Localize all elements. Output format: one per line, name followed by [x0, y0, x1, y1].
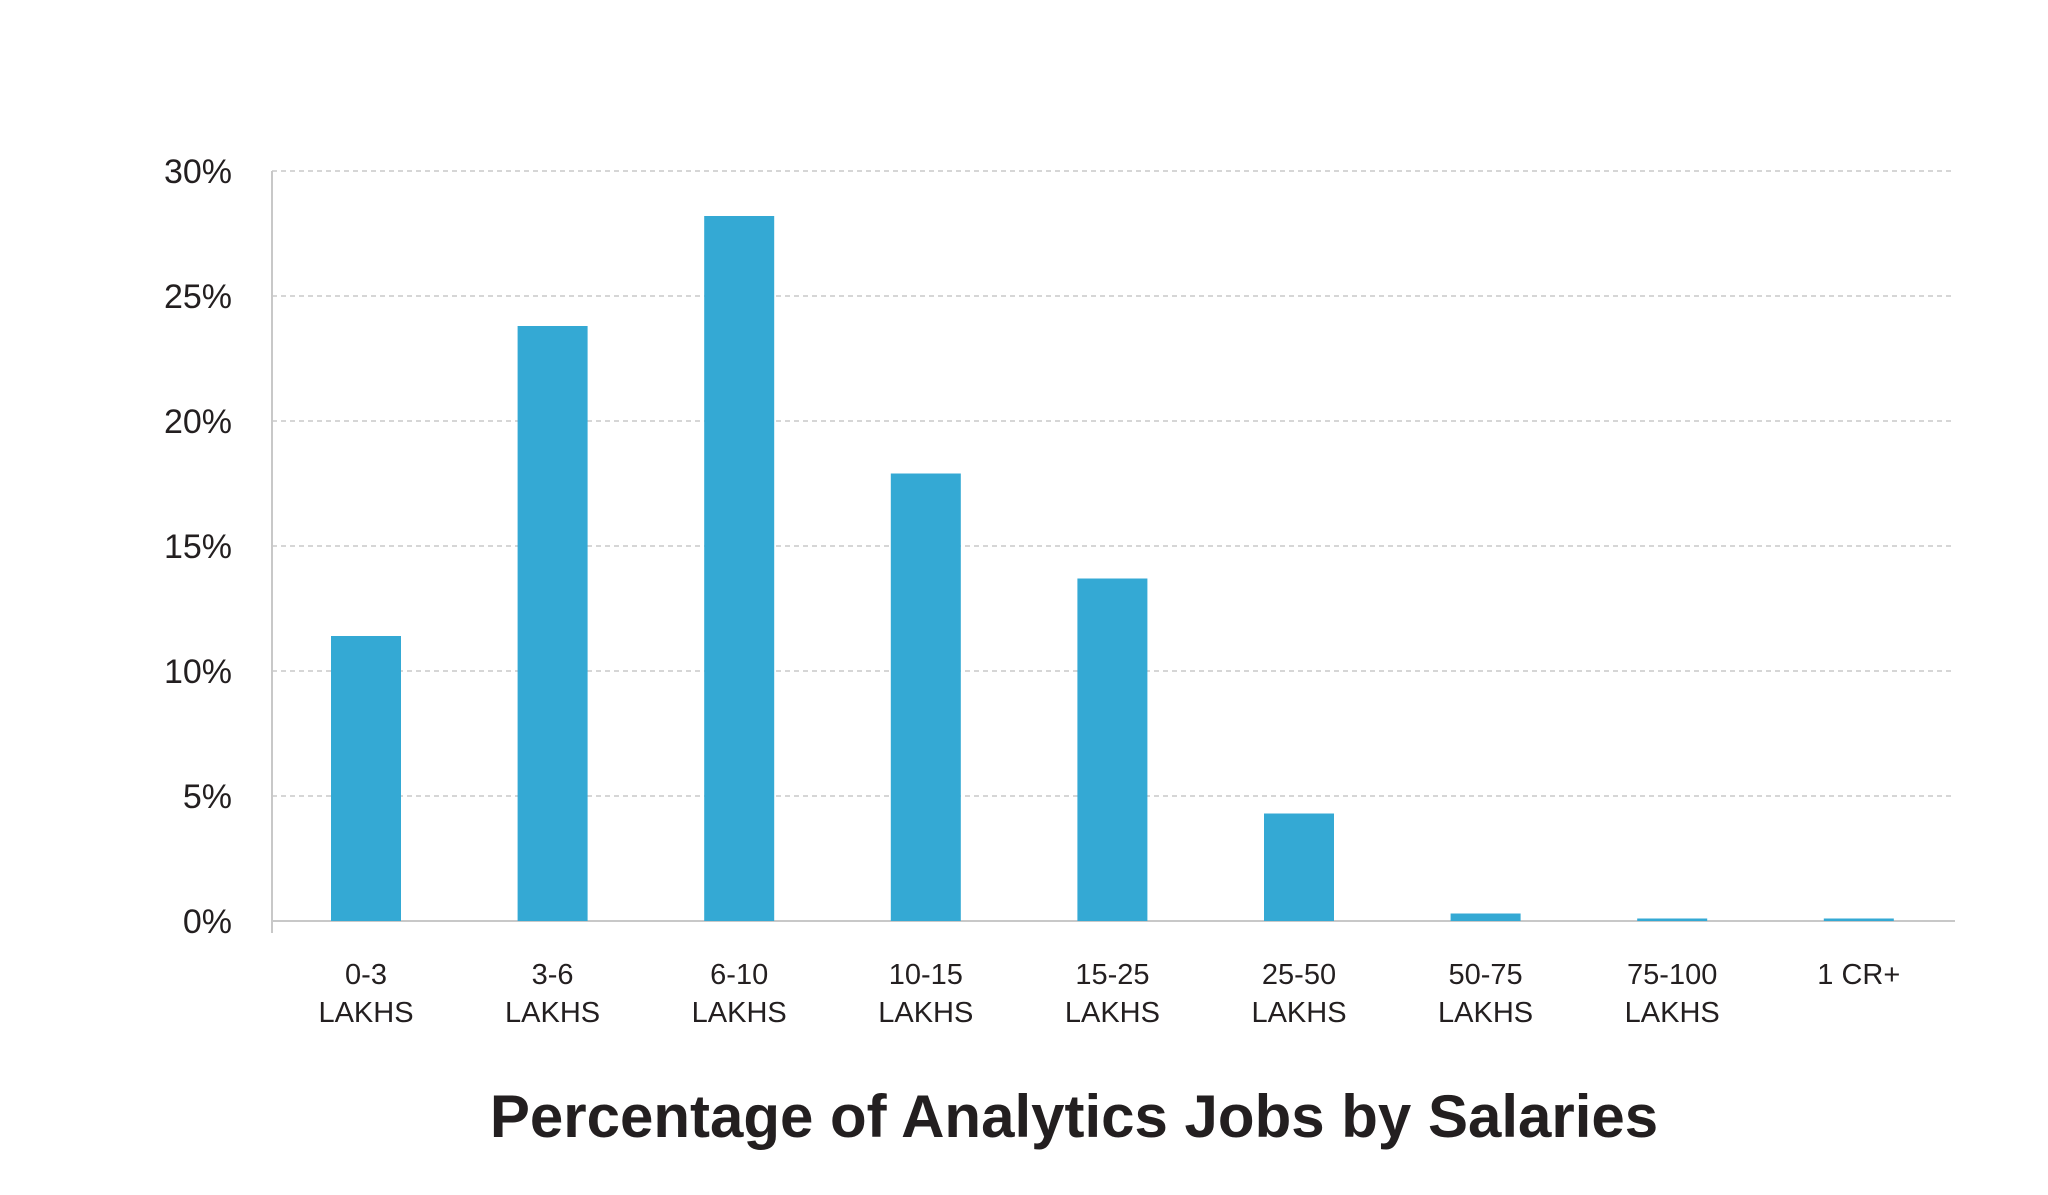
- y-tick-label: 10%: [164, 653, 232, 691]
- y-tick-label: 5%: [183, 778, 232, 816]
- bar: [1264, 813, 1334, 921]
- bar: [704, 216, 775, 921]
- bar: [1450, 913, 1521, 921]
- x-category-label: 6-10 LAKHS: [692, 959, 787, 1029]
- x-category-label: 3-6 LAKHS: [505, 959, 600, 1029]
- x-category-label: 0-3 LAKHS: [318, 959, 413, 1029]
- y-tick-label: 25%: [164, 278, 232, 316]
- bars: [331, 216, 1894, 921]
- x-category-label: 1 CR+: [1817, 959, 1900, 991]
- y-tick-label: 30%: [164, 153, 232, 191]
- bar: [1077, 578, 1148, 921]
- bar: [890, 473, 961, 921]
- x-category-label: 50-75 LAKHS: [1438, 959, 1533, 1029]
- bar: [1823, 918, 1894, 921]
- bar: [517, 326, 588, 921]
- x-category-label: 25-50 LAKHS: [1251, 959, 1346, 1029]
- y-tick-label: 15%: [164, 528, 232, 566]
- x-category-label: 15-25 LAKHS: [1065, 959, 1160, 1029]
- x-category-label: 75-100 LAKHS: [1625, 959, 1720, 1029]
- bar: [331, 636, 401, 921]
- chart-title: Percentage of Analytics Jobs by Salaries: [490, 1083, 1658, 1150]
- x-category-label: 10-15 LAKHS: [878, 959, 973, 1029]
- y-tick-labels: 0% 5% 10% 15% 20% 25% 30%: [164, 153, 232, 941]
- y-tick-label: 20%: [164, 403, 232, 441]
- y-tick-label: 0%: [183, 903, 232, 941]
- bar: [1637, 918, 1708, 921]
- x-category-labels: 0-3 LAKHS 3-6 LAKHS 6-10 LAKHS 10-15 LAKHS 15-25…: [318, 959, 1900, 1029]
